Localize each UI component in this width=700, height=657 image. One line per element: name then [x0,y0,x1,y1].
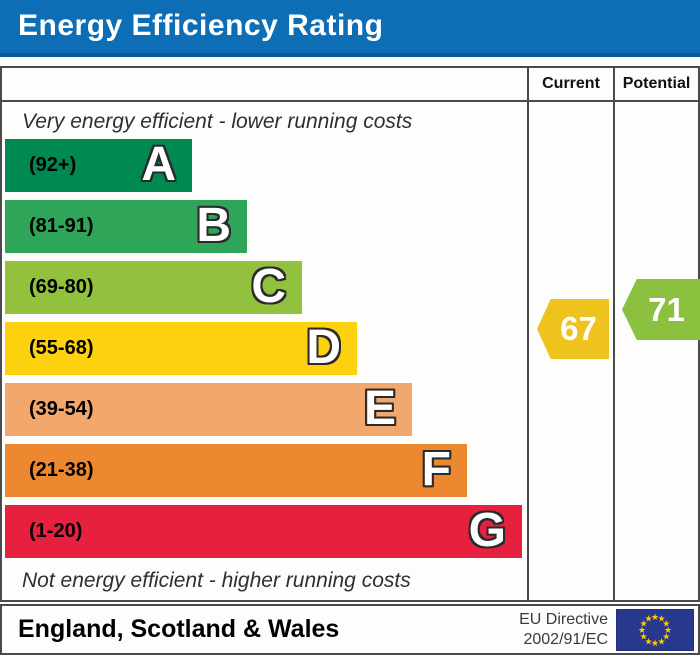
band-g-letter: G [468,504,506,557]
svg-text:★: ★ [638,626,646,636]
band-e-letter: E [363,382,396,435]
svg-text:★: ★ [640,633,648,643]
band-b-letter: B [196,199,231,252]
band-f-range: (21-38) [29,459,94,481]
eu-directive-line1: EU Directive [519,611,608,628]
column-header-potential: Potential [622,75,691,92]
band-b: (81-91) B [5,199,247,253]
svg-text:★: ★ [657,637,665,647]
potential-rating-value: 71 [648,291,685,328]
band-g: (1-20) G [5,504,522,558]
svg-text:★: ★ [651,613,659,623]
eu-directive-label: EU Directive 2002/91/EC [478,610,608,650]
column-divider-current [527,68,529,600]
band-e-range: (39-54) [29,398,94,420]
band-d: (55-68) D [5,321,357,375]
rating-table: Current Potential Very energy efficient … [0,66,700,602]
svg-text:★: ★ [657,615,665,625]
caption-not-efficient: Not energy efficient - higher running co… [22,569,411,592]
band-b-range: (81-91) [29,215,94,237]
page-title: Energy Efficiency Rating [18,9,384,42]
band-f: (21-38) F [5,443,467,497]
band-c: (69-80) C [5,260,302,314]
band-a-letter: A [141,138,176,191]
svg-text:★: ★ [662,633,670,643]
svg-text:★: ★ [651,639,659,649]
band-a-range: (92+) [29,154,77,176]
band-d-range: (55-68) [29,337,94,359]
current-rating-value: 67 [560,310,597,347]
band-e: (39-54) E [5,382,412,436]
svg-text:★: ★ [644,615,652,625]
column-divider-potential [613,68,615,600]
band-c-letter: C [251,260,286,313]
eu-flag-icon: ★ ★ ★ ★ ★ ★ ★ ★ ★ ★ ★ ★ [616,609,694,651]
potential-rating-marker: 71 [622,279,700,340]
svg-text:★: ★ [662,620,670,630]
band-c-range: (69-80) [29,276,94,298]
caption-efficient: Very energy efficient - lower running co… [22,110,413,133]
current-rating-marker: 67 [537,299,609,359]
band-g-range: (1-20) [29,520,83,542]
footer-bar: England, Scotland & Wales EU Directive 2… [0,604,700,655]
title-bar: Energy Efficiency Rating [0,0,700,57]
region-label: England, Scotland & Wales [18,615,340,643]
band-d-letter: D [306,321,341,374]
header-divider [2,100,698,102]
svg-text:★: ★ [664,626,672,636]
band-f-letter: F [421,443,451,496]
column-header-current: Current [542,75,600,92]
band-a: (92+) A [5,138,192,192]
eu-directive-line2: 2002/91/EC [523,631,608,648]
svg-text:★: ★ [644,637,652,647]
svg-text:★: ★ [640,620,648,630]
